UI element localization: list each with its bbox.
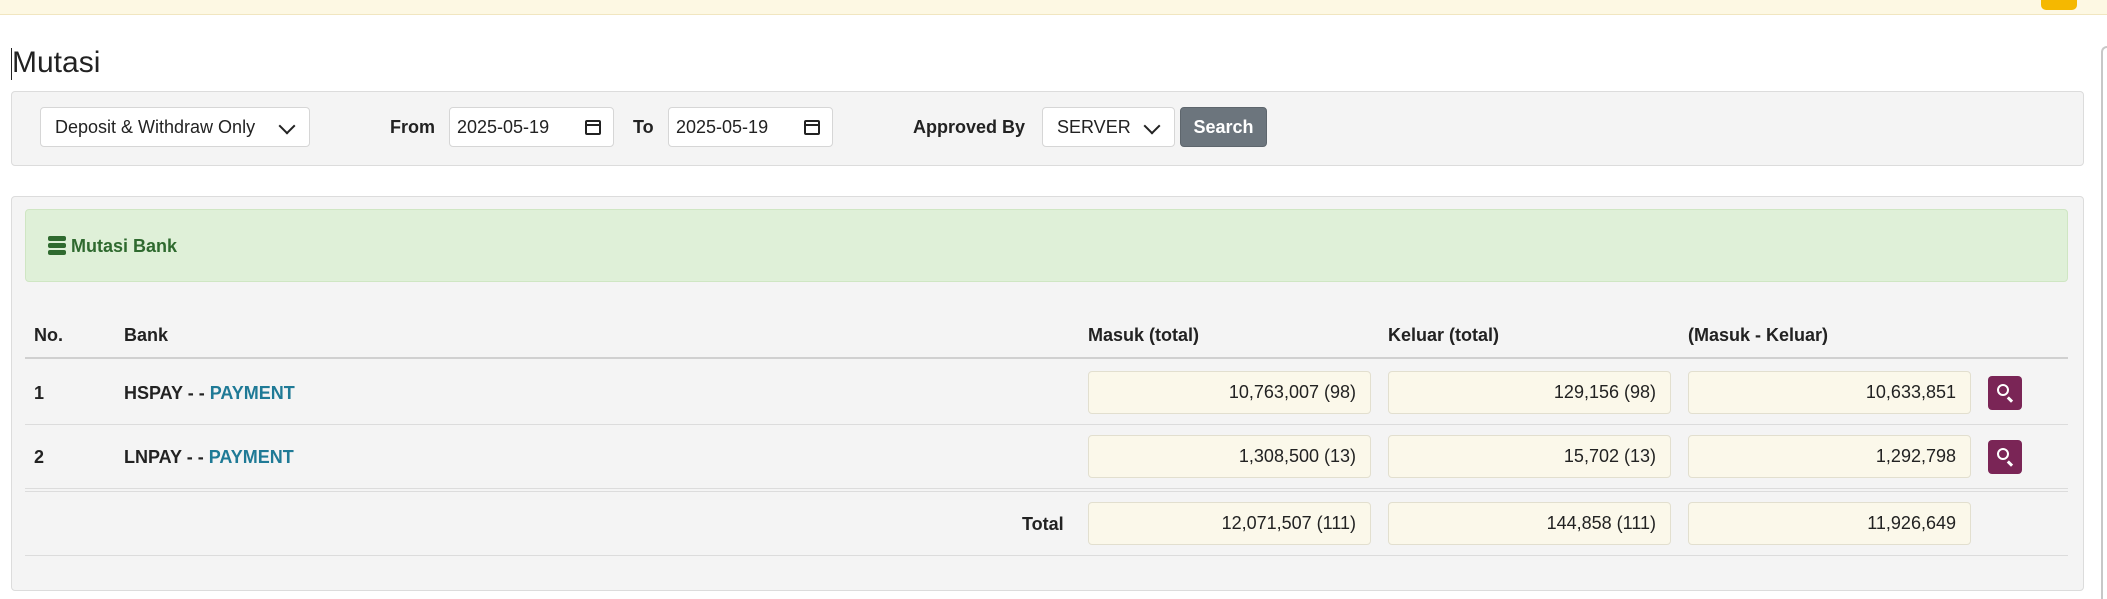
total-divider (25, 491, 2068, 492)
type-select[interactable]: Deposit & Withdraw Only (40, 107, 310, 147)
row-2-detail-button[interactable] (1988, 440, 2022, 474)
col-header-keluar: Keluar (total) (1388, 325, 1500, 345)
scrollbar[interactable] (2101, 46, 2107, 599)
to-date-input[interactable]: 2025-05-19 (668, 107, 833, 147)
type-select-value: Deposit & Withdraw Only (55, 116, 256, 137)
total-keluar: 144,858 (111) (1388, 502, 1671, 545)
row-1-detail-button[interactable] (1988, 376, 2022, 410)
panel-header (25, 209, 2068, 282)
calendar-icon[interactable] (804, 120, 820, 135)
row-1-no: 1 (34, 383, 45, 403)
row-1-separator: - - (182, 383, 210, 403)
row-2-no: 2 (34, 447, 45, 467)
database-icon (48, 236, 66, 255)
table-bottom-divider (25, 555, 2068, 556)
calendar-icon[interactable] (585, 120, 601, 135)
row-1-keluar: 129,156 (98) (1388, 371, 1671, 414)
row-1-masuk: 10,763,007 (98) (1088, 371, 1371, 414)
row-2-keluar: 15,702 (13) (1388, 435, 1671, 478)
row-2-diff: 1,292,798 (1688, 435, 1971, 478)
row-2-bank: LNPAY - - PAYMENT (124, 447, 294, 468)
total-diff: 11,926,649 (1688, 502, 1971, 545)
chevron-down-icon (1143, 117, 1161, 135)
from-label: From (390, 117, 435, 137)
search-icon (1997, 384, 2009, 396)
search-button[interactable]: Search (1180, 107, 1267, 147)
approved-by-value: SERVER (1057, 116, 1131, 137)
from-date-input[interactable]: 2025-05-19 (449, 107, 614, 147)
row-2-bank-name: LNPAY (124, 447, 182, 467)
row-1-bank: HSPAY - - PAYMENT (124, 383, 295, 404)
row-2-masuk: 1,308,500 (13) (1088, 435, 1371, 478)
chevron-down-icon (278, 117, 296, 135)
row-2-type-link[interactable]: PAYMENT (208, 447, 294, 467)
page-title: Mutasi (12, 46, 101, 79)
col-header-bank: Bank (124, 325, 169, 345)
total-label: Total (1022, 514, 1064, 534)
to-date-value: 2025-05-19 (676, 116, 769, 137)
row-divider (25, 424, 2068, 425)
row-2-separator: - - (181, 447, 209, 467)
approved-by-label: Approved By (913, 117, 1026, 137)
row-1-diff: 10,633,851 (1688, 371, 1971, 414)
row-divider (25, 488, 2068, 489)
from-date-value: 2025-05-19 (457, 116, 550, 137)
search-icon (1997, 448, 2009, 460)
row-1-type-link[interactable]: PAYMENT (209, 383, 295, 403)
approved-by-select[interactable]: SERVER (1042, 107, 1175, 147)
header-divider (25, 357, 2068, 359)
row-1-bank-name: HSPAY (124, 383, 183, 403)
total-masuk: 12,071,507 (111) (1088, 502, 1371, 545)
banner-button[interactable] (2041, 0, 2077, 10)
col-header-no: No. (34, 325, 63, 345)
to-label: To (633, 117, 654, 137)
panel-title: Mutasi Bank (71, 236, 178, 256)
col-header-diff: (Masuk - Keluar) (1688, 325, 1829, 345)
col-header-masuk: Masuk (total) (1088, 325, 1200, 345)
notification-banner (0, 0, 2107, 15)
text-caret (11, 48, 12, 80)
